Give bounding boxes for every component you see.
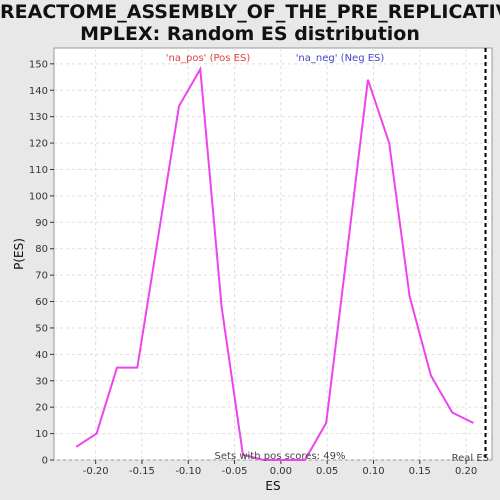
y-tick-label: 100 — [29, 191, 48, 202]
x-tick-label: 0.00 — [270, 466, 292, 477]
y-tick-label: 40 — [35, 350, 48, 361]
y-tick-label: 20 — [35, 403, 48, 414]
y-tick-label: 120 — [29, 139, 48, 150]
y-tick-label: 70 — [35, 271, 48, 282]
x-tick-label: 0.10 — [362, 466, 384, 477]
y-axis-ticks: 0 10 20 30 40 50 60 70 80 90 100 110 120 130 140 150 — [29, 59, 54, 467]
y-tick-label: 10 — [35, 429, 48, 440]
sets-pos-scores-label: Sets with pos scores: 49% — [215, 451, 346, 462]
y-tick-label: 90 — [35, 218, 48, 229]
es-distribution-line — [75, 65, 474, 461]
y-tick-label: 130 — [29, 112, 48, 123]
y-tick-label: 110 — [29, 165, 48, 176]
chart-title-line1: REACTOME_ASSEMBLY_OF_THE_PRE_REPLICATIVE… — [0, 1, 500, 23]
x-tick-label: -0.15 — [129, 466, 155, 477]
x-axis-ticks: -0.20 -0.15 -0.10 -0.05 0.00 0.05 0.10 0.15 0.20 — [83, 460, 477, 477]
x-tick-label: 0.15 — [409, 466, 431, 477]
x-tick-label: -0.10 — [175, 466, 201, 477]
neg-es-label: 'na_neg' (Neg ES) — [296, 53, 385, 64]
y-axis-label: P(ES) — [12, 238, 26, 270]
real-es-label: Real ES — [452, 453, 489, 464]
y-tick-label: 30 — [35, 376, 48, 387]
y-tick-label: 150 — [29, 59, 48, 70]
y-tick-label: 60 — [35, 297, 48, 308]
y-tick-label: 50 — [35, 323, 48, 334]
x-tick-label: -0.20 — [83, 466, 109, 477]
x-tick-label: 0.05 — [316, 466, 338, 477]
x-tick-label: -0.05 — [222, 466, 248, 477]
y-tick-label: 80 — [35, 244, 48, 255]
y-tick-label: 140 — [29, 86, 48, 97]
y-tick-label: 0 — [42, 456, 48, 467]
plot-area — [53, 47, 493, 461]
pos-es-label: 'na_pos' (Pos ES) — [166, 53, 251, 64]
chart-title-line2: MPLEX: Random ES distribution — [80, 23, 420, 45]
x-tick-label: 0.20 — [455, 466, 477, 477]
x-axis-label: ES — [265, 479, 280, 493]
grid-lines — [54, 48, 492, 461]
chart-title: REACTOME_ASSEMBLY_OF_THE_PRE_REPLICATIVE… — [0, 1, 500, 45]
